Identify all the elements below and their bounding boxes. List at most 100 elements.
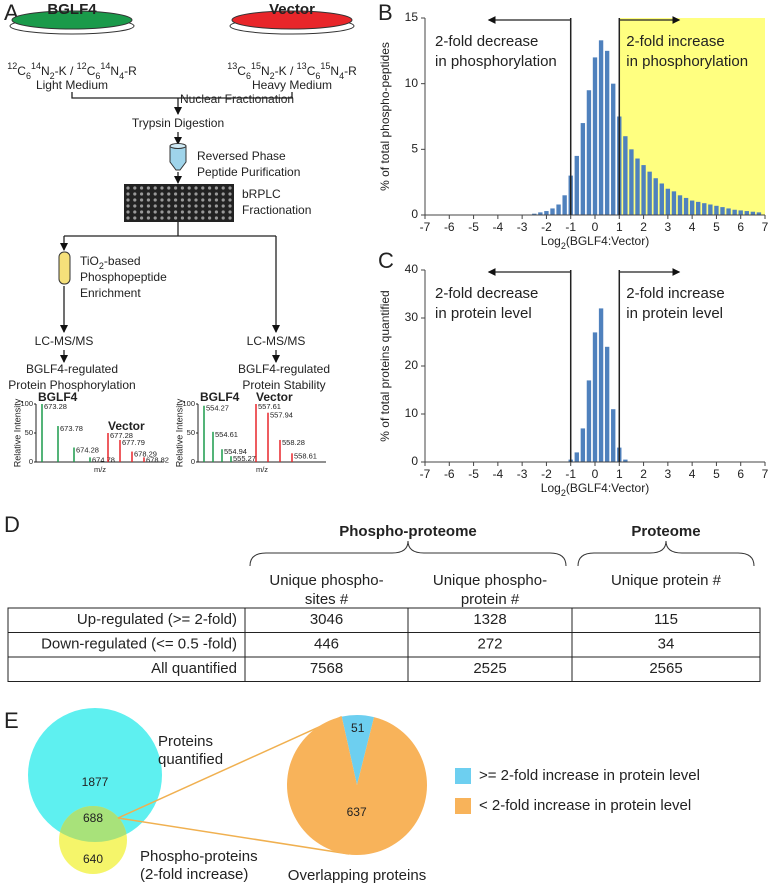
well <box>228 216 232 220</box>
well <box>214 210 218 214</box>
cell: 7568 <box>310 660 343 677</box>
text-part: -K / <box>55 64 77 78</box>
well <box>133 216 137 220</box>
well <box>174 198 178 202</box>
bar <box>726 208 731 215</box>
peak-label: 558.28 <box>282 438 305 447</box>
well <box>160 192 164 196</box>
bar <box>702 203 707 215</box>
bar <box>653 178 658 215</box>
text-part: 2 <box>561 241 566 251</box>
well <box>167 216 171 220</box>
column-header: Unique phospho- <box>269 572 383 589</box>
well <box>167 192 171 196</box>
bar <box>604 346 610 462</box>
step: Peptide Purification <box>197 165 300 179</box>
x-tick-label: -6 <box>444 467 455 481</box>
well <box>174 186 178 190</box>
well <box>201 198 205 202</box>
bar <box>623 136 628 215</box>
row-label: Down-regulated (<= 0.5 -fold) <box>41 636 237 653</box>
legend-label: < 2-fold increase in protein level <box>479 797 691 814</box>
y-tick-label: 0 <box>411 207 418 221</box>
peak-label: 678.82 <box>146 455 169 464</box>
bar <box>671 191 677 215</box>
peak-label: 557.61 <box>258 402 281 411</box>
venn-count: 640 <box>83 852 103 866</box>
legend-label: >= 2-fold increase in protein level <box>479 767 700 784</box>
peak-label: 677.28 <box>110 431 133 440</box>
bar <box>598 308 604 462</box>
column-top <box>169 143 187 149</box>
bar <box>696 201 701 215</box>
well <box>140 216 144 220</box>
text-part: TiO <box>80 254 99 268</box>
text-part: N <box>41 64 50 78</box>
well <box>228 186 232 190</box>
x-tick-label: -1 <box>565 220 576 234</box>
well <box>221 216 225 220</box>
well <box>153 186 157 190</box>
spectrum-y-label: Relative Intensity <box>12 398 22 467</box>
well <box>146 186 150 190</box>
column-header: protein # <box>461 591 520 608</box>
spectrum-tick-label: 0 <box>191 457 195 466</box>
well <box>194 210 198 214</box>
text-part: C <box>17 64 26 78</box>
dish <box>11 10 133 30</box>
bar <box>532 213 537 215</box>
well <box>194 186 198 190</box>
step: Phosphopeptide <box>80 270 167 284</box>
mixed-text: 13C615N2-K / 13C615N4-R <box>227 61 357 81</box>
step: Nuclear Fractionation <box>180 92 294 106</box>
text-part: C <box>237 64 246 78</box>
text-part: N <box>330 64 339 78</box>
peak-label: 677.79 <box>122 438 145 447</box>
text-part: 2 <box>50 71 55 81</box>
well <box>194 204 198 208</box>
annotation: 2-fold decrease <box>435 285 538 302</box>
bar <box>665 188 671 215</box>
bar <box>635 158 640 215</box>
result: BGLF4-regulated <box>238 362 330 376</box>
x-tick-label: 1 <box>616 467 623 481</box>
well <box>160 198 164 202</box>
medium: Heavy Medium <box>252 78 332 92</box>
x-tick-label: -4 <box>493 220 504 234</box>
cell: 115 <box>654 611 678 628</box>
text-part: Log <box>541 234 561 248</box>
y-tick-label: 15 <box>405 10 419 24</box>
well <box>140 192 144 196</box>
annotation: 2-fold increase <box>626 33 724 50</box>
spectrum-tick-label: 100 <box>20 399 33 408</box>
well <box>208 210 212 214</box>
well <box>174 192 178 196</box>
panel-letter: B <box>378 0 393 25</box>
well <box>194 216 198 220</box>
x-tick-label: 3 <box>665 220 672 234</box>
cell: 3046 <box>310 611 343 628</box>
text-part: 14 <box>100 61 110 71</box>
text-part: 2 <box>99 261 104 271</box>
peak-label: 674.78 <box>92 455 115 464</box>
annotation: 2-fold increase <box>626 285 724 302</box>
text-part: C <box>307 64 316 78</box>
legend-swatch <box>455 768 471 784</box>
well <box>126 186 130 190</box>
brace <box>249 540 567 567</box>
result: BGLF4-regulated <box>26 362 118 376</box>
peak-label: 558.61 <box>294 451 317 460</box>
group-header: Proteome <box>631 523 700 540</box>
well <box>187 198 191 202</box>
peak-label: 554.27 <box>206 404 229 413</box>
step: Fractionation <box>242 203 311 217</box>
well <box>221 192 225 196</box>
well <box>187 186 191 190</box>
dish-name: BGLF4 <box>47 1 97 18</box>
well <box>126 216 130 220</box>
y-axis-label: % of total proteins quantified <box>378 290 392 441</box>
x-tick-label: 7 <box>762 467 769 481</box>
x-tick-label: 5 <box>713 220 720 234</box>
well <box>146 192 150 196</box>
spectrum-y-label: Relative Intensity <box>174 398 184 467</box>
